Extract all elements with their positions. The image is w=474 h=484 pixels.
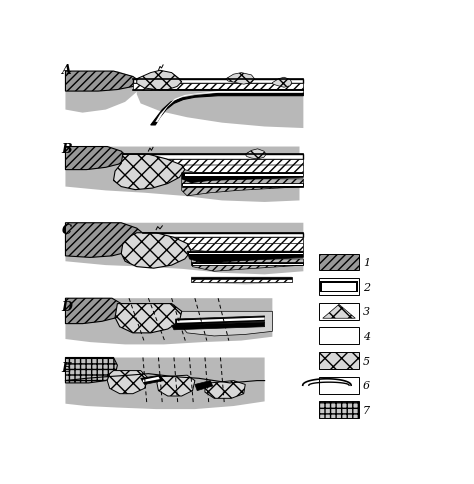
- Polygon shape: [182, 166, 303, 173]
- Text: 4: 4: [363, 331, 370, 341]
- Text: 5: 5: [363, 356, 370, 366]
- Polygon shape: [192, 264, 303, 266]
- Polygon shape: [319, 402, 359, 419]
- Text: D: D: [62, 300, 73, 313]
- Polygon shape: [65, 147, 128, 170]
- Polygon shape: [319, 303, 359, 320]
- Polygon shape: [175, 316, 264, 325]
- Polygon shape: [137, 71, 182, 91]
- Polygon shape: [157, 376, 195, 396]
- Polygon shape: [323, 305, 356, 318]
- Polygon shape: [319, 352, 359, 369]
- Text: 3: 3: [363, 307, 370, 317]
- Polygon shape: [189, 253, 303, 255]
- Polygon shape: [151, 91, 303, 126]
- Polygon shape: [65, 223, 146, 258]
- Polygon shape: [320, 282, 357, 292]
- Text: 2: 2: [363, 282, 370, 292]
- Polygon shape: [226, 74, 255, 85]
- Polygon shape: [113, 155, 185, 190]
- Polygon shape: [191, 279, 292, 283]
- Polygon shape: [191, 277, 292, 285]
- Text: A: A: [62, 64, 71, 77]
- Polygon shape: [143, 233, 303, 238]
- Polygon shape: [245, 150, 266, 160]
- Polygon shape: [155, 91, 303, 122]
- Polygon shape: [123, 160, 303, 166]
- Polygon shape: [319, 328, 359, 345]
- Polygon shape: [143, 238, 303, 244]
- Polygon shape: [65, 299, 123, 324]
- Polygon shape: [65, 72, 141, 92]
- Polygon shape: [191, 259, 303, 272]
- Polygon shape: [65, 299, 273, 345]
- Polygon shape: [191, 277, 292, 279]
- Polygon shape: [177, 318, 264, 323]
- Polygon shape: [172, 322, 264, 330]
- Polygon shape: [322, 283, 356, 291]
- Polygon shape: [182, 180, 303, 197]
- Text: 7: 7: [363, 405, 370, 415]
- Polygon shape: [133, 83, 303, 91]
- Polygon shape: [115, 304, 182, 333]
- Polygon shape: [65, 72, 141, 113]
- Polygon shape: [121, 233, 191, 269]
- Polygon shape: [65, 147, 300, 202]
- Polygon shape: [137, 87, 303, 129]
- Polygon shape: [141, 376, 164, 385]
- Text: 6: 6: [363, 380, 370, 391]
- Text: E: E: [62, 362, 71, 375]
- Polygon shape: [182, 183, 303, 187]
- Polygon shape: [205, 381, 245, 398]
- Polygon shape: [195, 381, 213, 391]
- Text: C: C: [62, 223, 72, 236]
- Polygon shape: [187, 244, 303, 252]
- Polygon shape: [319, 254, 359, 271]
- Text: B: B: [62, 143, 72, 155]
- Polygon shape: [107, 371, 148, 394]
- Text: 1: 1: [363, 257, 370, 268]
- Polygon shape: [321, 330, 357, 342]
- Polygon shape: [65, 358, 264, 409]
- Polygon shape: [183, 185, 303, 186]
- Polygon shape: [191, 262, 303, 266]
- Polygon shape: [319, 377, 359, 394]
- Polygon shape: [123, 155, 303, 160]
- Polygon shape: [179, 312, 273, 336]
- Polygon shape: [273, 78, 292, 88]
- Polygon shape: [133, 79, 303, 83]
- Polygon shape: [65, 358, 118, 383]
- Polygon shape: [319, 279, 359, 296]
- Polygon shape: [65, 223, 303, 275]
- Polygon shape: [182, 173, 303, 183]
- Polygon shape: [143, 377, 160, 382]
- Polygon shape: [185, 175, 303, 176]
- Polygon shape: [187, 252, 303, 264]
